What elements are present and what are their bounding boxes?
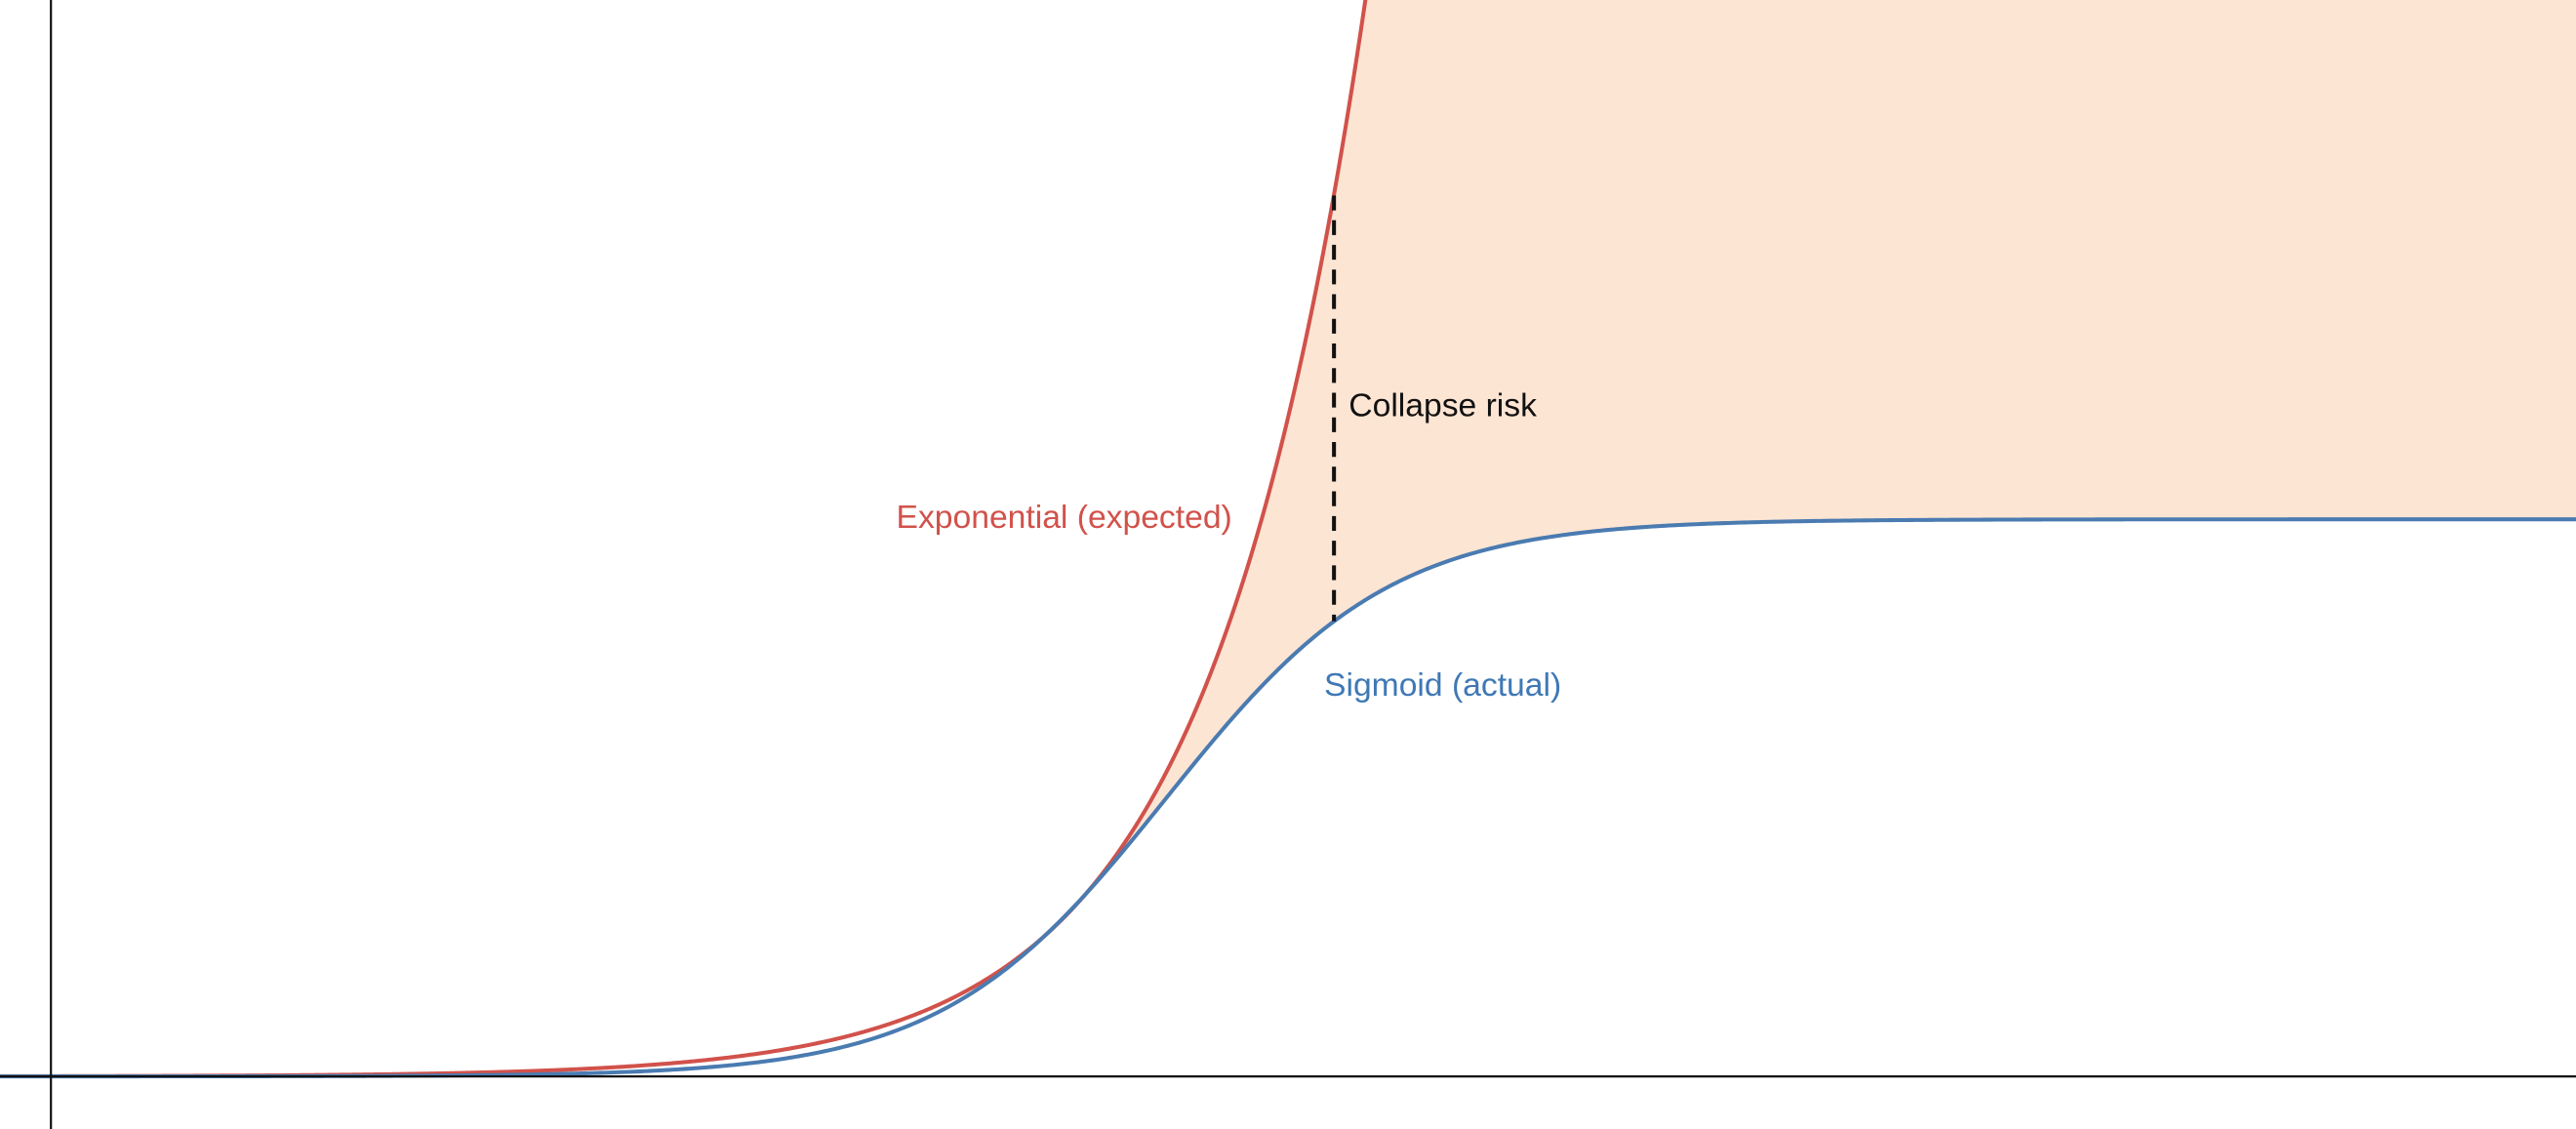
- sigmoid-label: Sigmoid (actual): [1324, 667, 1561, 704]
- exponential-curve: [0, 0, 1368, 1078]
- exponential-label: Exponential (expected): [897, 500, 1232, 536]
- collapse-area: [1051, 0, 2576, 930]
- gap-label: Collapse risk: [1348, 388, 1537, 424]
